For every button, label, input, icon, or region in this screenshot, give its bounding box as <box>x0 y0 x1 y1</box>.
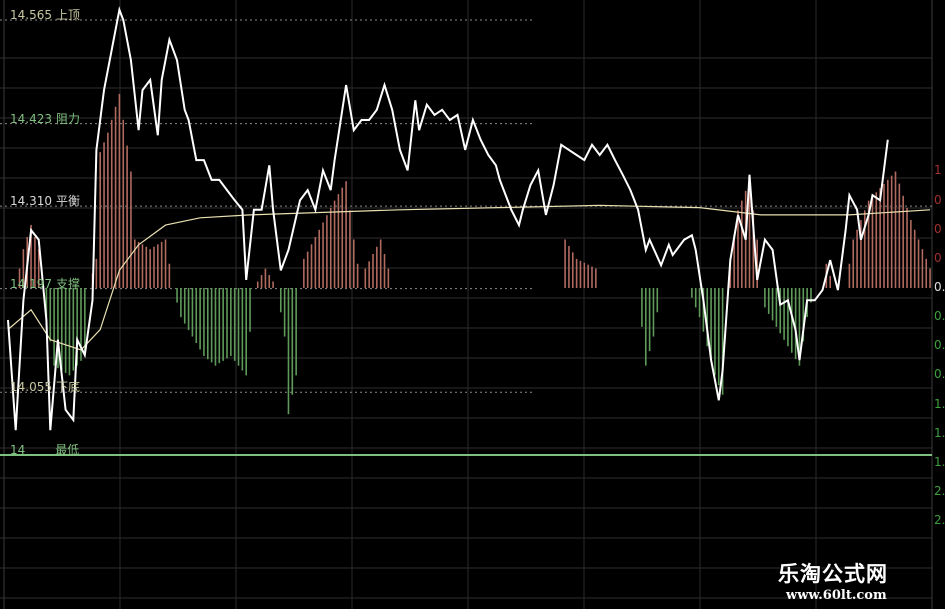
level-name: 平衡 <box>56 194 81 209</box>
right-axis-tick-label: 0. <box>934 309 945 324</box>
level-label: 14.197 支撑 <box>10 275 80 292</box>
level-value: 14 <box>10 443 26 457</box>
level-label: 14 最低 <box>10 441 79 458</box>
level-name: 阻力 <box>56 111 81 126</box>
right-axis-tick-label: 0 <box>934 221 942 236</box>
histogram-bars <box>18 93 931 415</box>
level-label: 14.423 阻力 <box>10 110 80 127</box>
level-value: 14.197 <box>10 276 52 291</box>
right-axis-tick-label: 1. <box>934 396 945 411</box>
right-axis-tick-label: 2. <box>934 513 945 527</box>
right-axis-tick-label: 0. <box>934 338 945 353</box>
level-label: 14.310 平衡 <box>10 192 80 209</box>
right-axis-tick-label: 0. <box>934 367 945 382</box>
right-axis-tick-label: 1. <box>934 425 945 440</box>
right-axis-tick-label: 1 <box>934 163 942 178</box>
level-value: 14.310 <box>10 194 52 209</box>
right-axis-tick-label: 0. <box>934 280 945 294</box>
right-axis-tick-label: 1. <box>934 454 945 469</box>
level-value: 14.565 <box>10 8 52 22</box>
level-name: 上顶 <box>56 8 81 22</box>
level-name: 下底 <box>56 380 81 395</box>
level-label: 14.565 上顶 <box>10 6 80 23</box>
price-line <box>7 6 889 431</box>
watermark-url: www.60lt.com <box>786 588 887 603</box>
level-name: 支撑 <box>56 276 81 291</box>
level-value: 14.055 <box>10 380 52 395</box>
right-axis-tick-label: 0 <box>934 192 942 207</box>
average-price-line <box>7 204 931 351</box>
watermark-logo: 乐淘公式网 <box>778 561 888 586</box>
level-name: 最低 <box>55 443 80 457</box>
level-label: 14.055 下底 <box>10 378 80 395</box>
right-axis-tick-label: 2. <box>934 483 945 498</box>
level-value: 14.423 <box>10 111 52 126</box>
level-lines <box>0 19 932 456</box>
right-axis-tick-label: 0 <box>934 250 942 265</box>
